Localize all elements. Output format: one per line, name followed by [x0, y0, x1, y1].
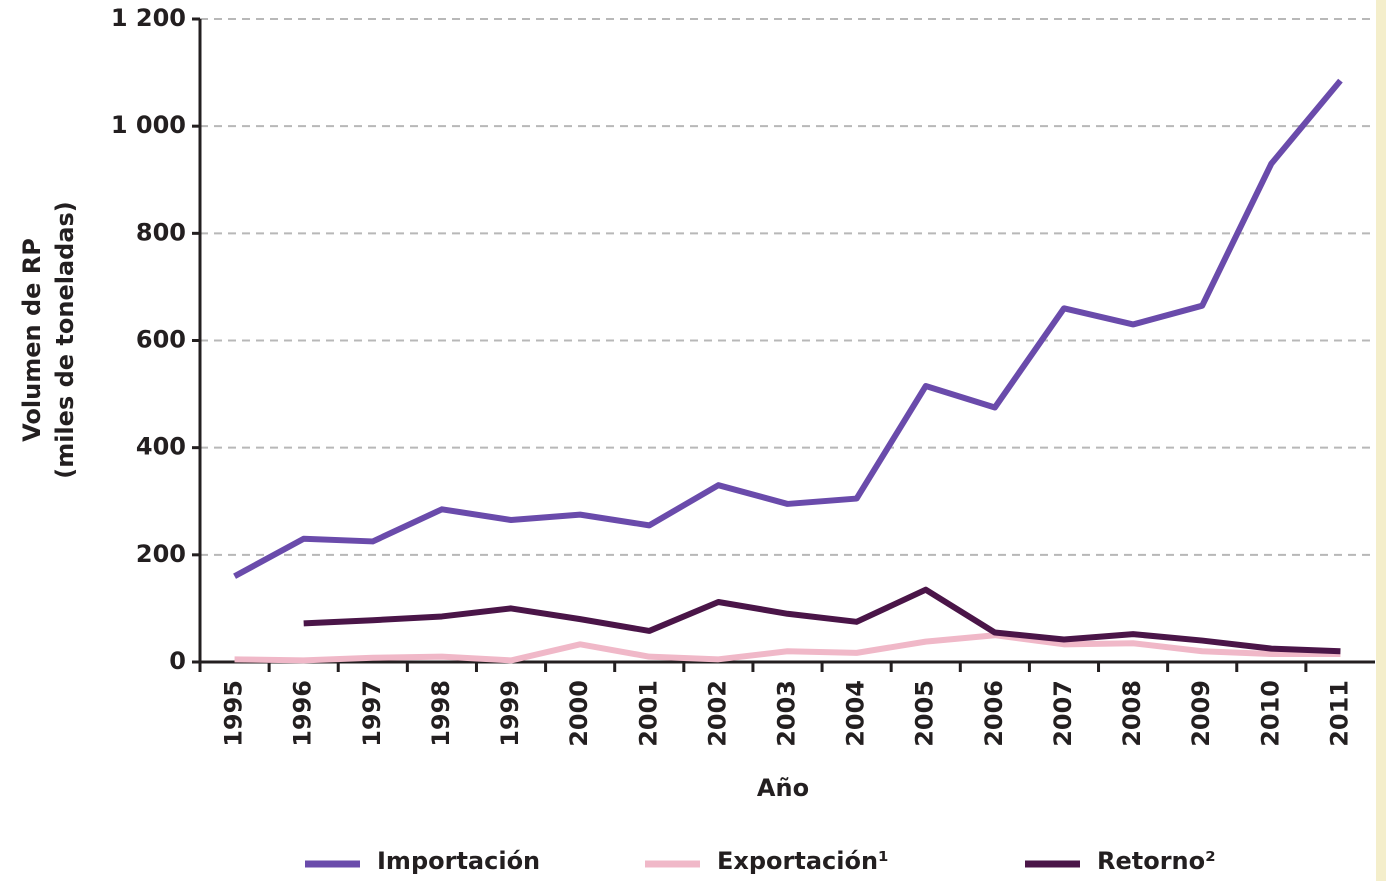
y-axis-label: Volumen de RP [18, 238, 46, 442]
y-tick-label: 1 200 [111, 4, 186, 32]
x-tick-label: 2007 [1049, 680, 1077, 747]
x-tick-label: 2002 [703, 680, 731, 747]
x-tick-label: 2001 [634, 680, 662, 747]
y-tick-label: 1 000 [111, 111, 186, 139]
x-tick-label: 2009 [1187, 680, 1215, 747]
series-line [233, 78, 1343, 579]
edge-strip [1376, 0, 1386, 881]
x-tick-label: 1998 [427, 680, 455, 747]
x-tick-label: 1996 [289, 680, 317, 747]
legend-label: Retorno² [1097, 847, 1216, 875]
y-axis-label: (miles de toneladas) [51, 201, 79, 479]
x-tick-label: 2011 [1325, 680, 1353, 747]
x-tick-label: 2003 [773, 680, 801, 747]
x-tick-label: 2000 [565, 680, 593, 747]
legend-label: Exportación¹ [717, 847, 889, 875]
y-tick-label: 0 [169, 647, 186, 675]
x-tick-label: 2010 [1256, 680, 1284, 747]
y-tick-label: 200 [136, 540, 186, 568]
x-tick-label: 2005 [911, 680, 939, 747]
x-axis-label: Año [757, 774, 809, 802]
y-tick-label: 800 [136, 218, 186, 246]
x-tick-label: 1999 [496, 680, 524, 747]
y-tick-label: 400 [136, 433, 186, 461]
x-tick-label: 1997 [358, 680, 386, 747]
x-tick-label: 2008 [1118, 680, 1146, 747]
x-tick-label: 2004 [842, 680, 870, 747]
series-line [303, 586, 1341, 655]
x-tick-label: 2006 [980, 680, 1008, 747]
series-line [234, 632, 1341, 664]
y-tick-label: 600 [136, 326, 186, 354]
x-tick-label: 1995 [220, 680, 248, 747]
legend-label: Importación [377, 847, 540, 875]
